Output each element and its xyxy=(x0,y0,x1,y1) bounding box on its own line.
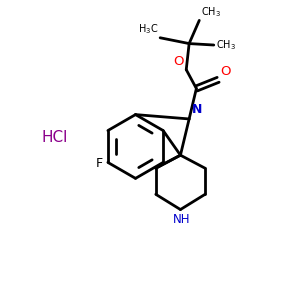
Text: O: O xyxy=(220,65,230,78)
Text: CH$_3$: CH$_3$ xyxy=(215,38,236,52)
Text: H$_3$C: H$_3$C xyxy=(138,22,158,36)
Text: CH$_3$: CH$_3$ xyxy=(201,5,221,19)
Text: N: N xyxy=(191,103,202,116)
Text: NH: NH xyxy=(173,213,190,226)
Text: O: O xyxy=(173,55,184,68)
Text: HCl: HCl xyxy=(41,130,68,145)
Text: F: F xyxy=(95,158,103,170)
